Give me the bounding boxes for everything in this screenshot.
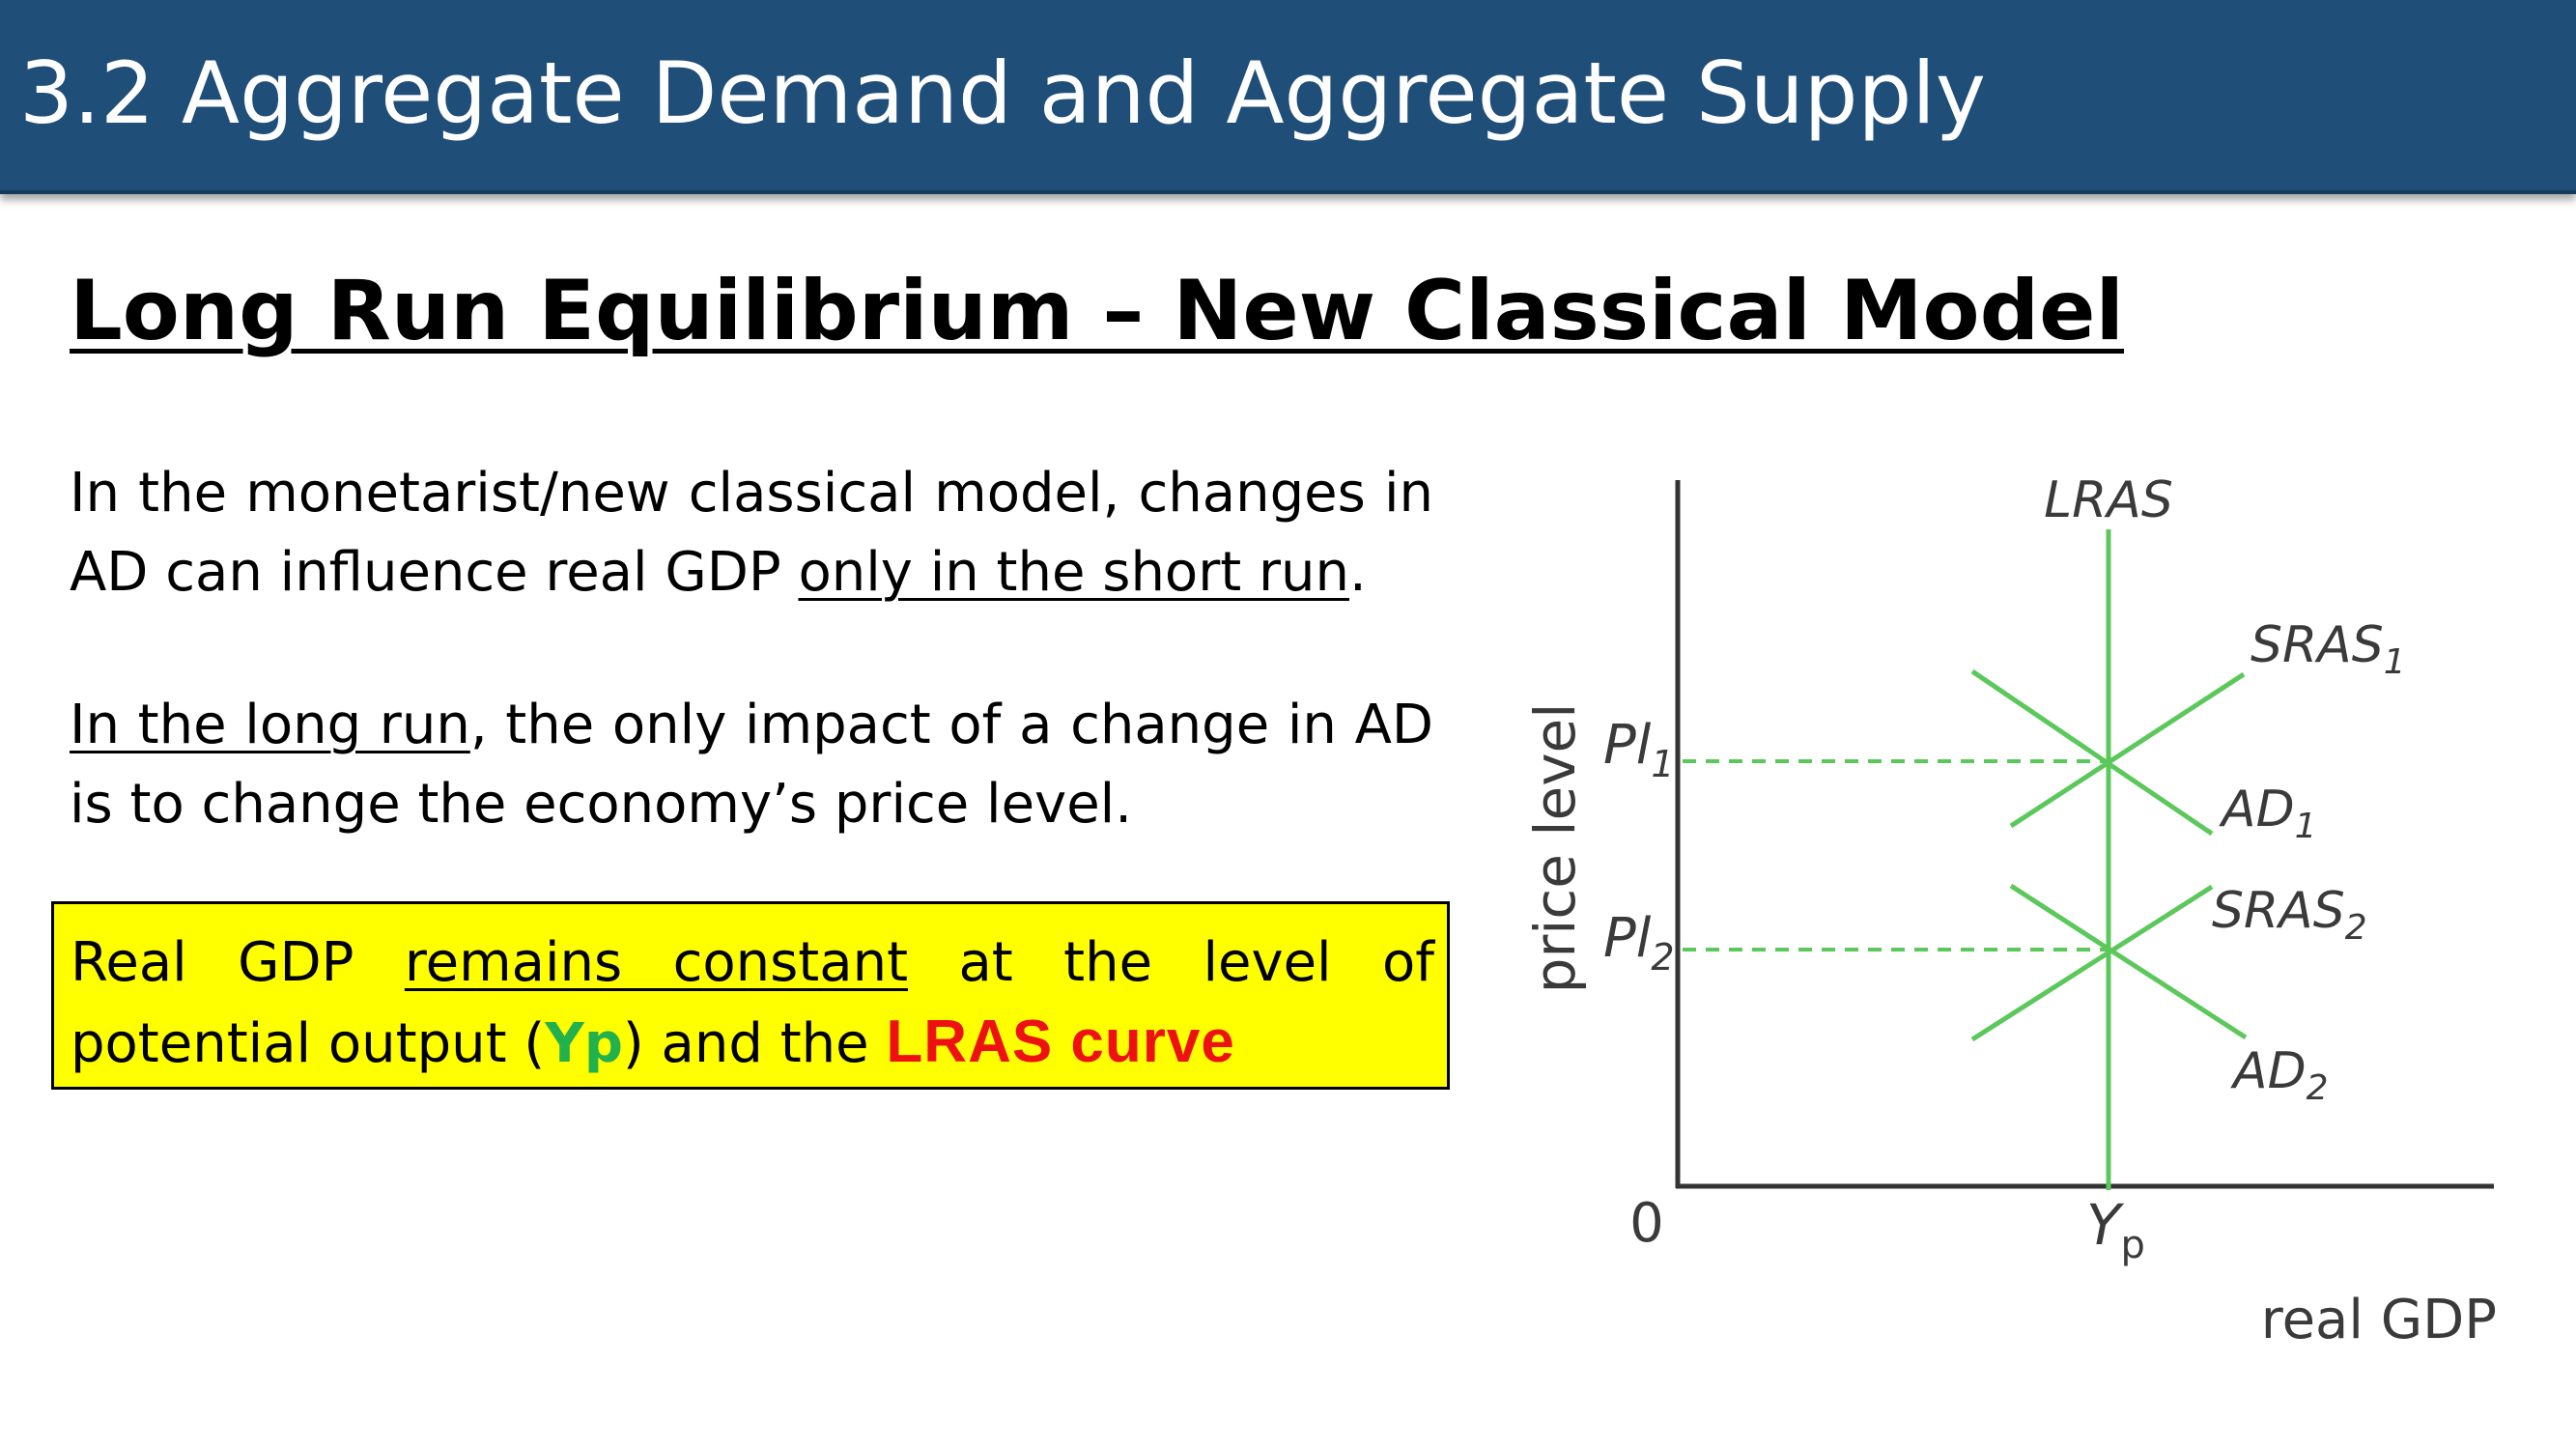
ad1-line <box>1970 668 2214 837</box>
pl2-label: Pl2 <box>1603 907 1675 979</box>
highlight-box: Real GDP remains constant at the level o… <box>51 901 1450 1090</box>
lras-curve-term: LRAS curve <box>886 1009 1235 1075</box>
paragraph-short-run: In the monetarist/new classical model, c… <box>70 454 1433 612</box>
ad2-line <box>2009 883 2248 1040</box>
x-axis-label: real GDP <box>2261 1289 2497 1351</box>
para1-end: . <box>1348 541 1367 604</box>
para1-text: In the monetarist/new classical model, c… <box>70 462 1433 604</box>
box-text-after: ) and the <box>622 1012 887 1075</box>
sras1-line <box>2009 671 2246 829</box>
paragraph-long-run: In the long run, the only impact of a ch… <box>70 686 1433 844</box>
yp-term: Yp <box>545 1012 623 1075</box>
box-text-middle: at the level of potential output ( <box>71 931 1434 1075</box>
sras1-label: SRAS1 <box>2250 616 2406 682</box>
sras2-line <box>1970 884 2214 1042</box>
para1-underlined: only in the short run <box>798 541 1349 604</box>
slide-title: Long Run Equilibrium – New Classical Mod… <box>70 263 2124 359</box>
box-underlined: remains constant <box>404 931 909 994</box>
header-bar: 3.2 Aggregate Demand and Aggregate Suppl… <box>0 0 2576 194</box>
highlight-text: Real GDP remains constant at the level o… <box>71 923 1434 1084</box>
header-title: 3.2 Aggregate Demand and Aggregate Suppl… <box>19 43 1986 143</box>
y-axis-label: price level <box>1522 703 1588 994</box>
origin-label: 0 <box>1629 1192 1664 1255</box>
ad2-label: AD2 <box>2230 1042 2329 1108</box>
yp-label: Yp <box>2086 1192 2145 1267</box>
para2-underlined: In the long run <box>70 694 470 756</box>
sras2-label: SRAS2 <box>2212 882 2367 948</box>
lras-label: LRAS <box>2044 471 2173 529</box>
para2-text: , the only impact of a change in AD is t… <box>70 694 1433 836</box>
pl1-label: Pl1 <box>1603 714 1675 785</box>
box-text-start: Real GDP <box>71 931 405 994</box>
ad1-label: AD1 <box>2219 781 2317 846</box>
